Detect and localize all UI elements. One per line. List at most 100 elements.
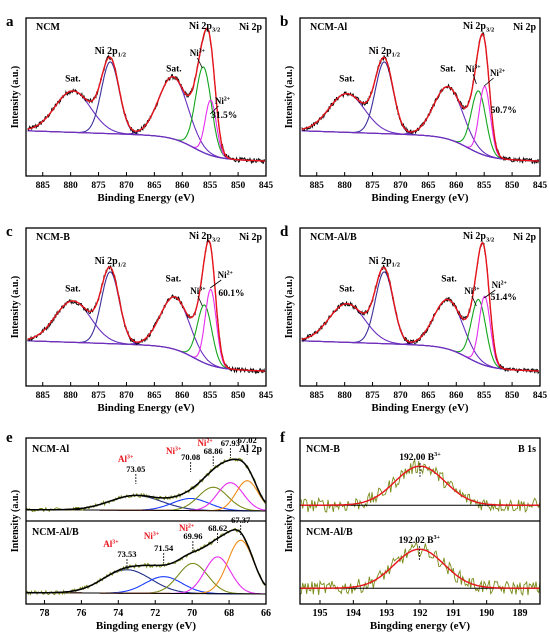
peak-position-label: 71.54	[154, 543, 174, 553]
x-tick-label: 70	[187, 608, 197, 619]
annotation-arrow	[209, 279, 222, 289]
x-tick-label: 850	[505, 181, 520, 191]
x-tick-label: 195	[313, 608, 328, 619]
x-tick-label: 860	[175, 391, 190, 401]
panel-c: 885 880 875 870 865 860 855 850 845 Binding Energ…	[6, 224, 273, 414]
panel-letter: e	[6, 430, 13, 446]
x-tick-label: 189	[513, 608, 528, 619]
x-tick-label: 78	[39, 608, 49, 619]
x-tick-label: 865	[421, 391, 436, 401]
label-sat: Sat.	[166, 275, 182, 285]
x-tick-label: 194	[346, 608, 361, 619]
label-ni2p32: Ni 2p3/2	[189, 231, 220, 244]
x-tick-label: 68	[224, 608, 234, 619]
background-curve	[27, 130, 265, 162]
y-axis-label: Intensity (a.u.)	[10, 66, 21, 129]
background-curve	[26, 592, 266, 595]
label-sat: Sat.	[65, 284, 81, 294]
component-peak	[27, 99, 265, 162]
x-tick-label: 875	[91, 181, 106, 191]
x-tick-label: 870	[393, 181, 408, 191]
x-tick-label: 845	[533, 181, 548, 191]
x-tick-label: 885	[36, 391, 51, 401]
x-tick-label: 870	[119, 181, 134, 191]
annotation-arrow	[472, 73, 477, 85]
panel-letter: c	[6, 224, 13, 240]
background-curve	[301, 130, 539, 162]
peak-position-label: 67.02	[238, 435, 257, 445]
panel-d: 885 880 875 870 865 860 855 850 845 Binding Energ…	[280, 224, 547, 414]
label-ni2p12: Ni 2p1/2	[369, 256, 400, 269]
peak-position-label: 68.86	[204, 446, 223, 456]
x-tick-label: 885	[310, 391, 325, 401]
sample-name: NCM-Al	[32, 444, 69, 455]
panel-letter: d	[280, 224, 289, 240]
sample-name: NCM-B	[36, 232, 70, 243]
label-sat: Sat.	[166, 65, 182, 75]
label-ni2p32: Ni 2p3/2	[189, 21, 220, 34]
y-axis-label: Intensity (a.u.)	[284, 276, 295, 339]
label-ni2p12: Ni 2p1/2	[95, 256, 126, 269]
ni2-percentage: 60.1%	[218, 289, 244, 299]
panel-letter: f	[280, 430, 286, 446]
annotation-arrow	[209, 105, 219, 115]
x-tick-label: 885	[36, 181, 51, 191]
fitted-envelope	[300, 548, 540, 589]
plot-frame	[25, 437, 267, 605]
species-label: Al3+	[103, 539, 119, 549]
x-tick-label: 885	[310, 181, 325, 191]
x-tick-label: 865	[147, 391, 162, 401]
x-tick-label: 845	[259, 391, 274, 401]
sample-name: NCM	[36, 22, 60, 33]
species-label: Ni3+	[144, 531, 160, 541]
x-tick-label: 850	[231, 181, 246, 191]
annotation-arrow	[483, 77, 494, 87]
x-axis-label: Binding Energy (eV)	[97, 402, 195, 414]
component-peak	[301, 85, 539, 162]
label-sat: Sat.	[440, 65, 456, 75]
x-tick-label: 855	[203, 391, 218, 401]
component-peak	[26, 562, 266, 595]
plot-frame	[299, 17, 541, 177]
sample-name: NCM-Al/B	[32, 527, 79, 538]
label-ni2: Ni2+	[218, 270, 234, 280]
x-tick-label: 855	[477, 391, 492, 401]
x-tick-label: 875	[365, 391, 380, 401]
component-peak	[27, 300, 265, 372]
label-ni3: Ni3+	[190, 48, 206, 58]
fitted-envelope	[301, 32, 539, 162]
panel-letter: a	[6, 14, 14, 30]
x-tick-label: 860	[175, 181, 190, 191]
x-tick-label: 66	[261, 608, 271, 619]
plot-frame	[299, 227, 541, 387]
ni2-percentage: 51.4%	[491, 293, 517, 303]
peak-position-label: 70.08	[181, 452, 200, 462]
plot-frame	[25, 227, 267, 387]
x-tick-label: 865	[147, 181, 162, 191]
label-ni2: Ni2+	[215, 96, 231, 106]
x-tick-label: 870	[393, 391, 408, 401]
peak-position-label: 67.37	[231, 515, 251, 525]
raw-spectrum	[299, 541, 541, 596]
element-label: Ni 2p	[239, 22, 263, 33]
x-tick-label: 191	[446, 608, 461, 619]
x-tick-label: 875	[91, 391, 106, 401]
x-axis-label: Binding Energy (eV)	[97, 192, 195, 204]
x-tick-label: 880	[64, 391, 79, 401]
fitted-envelope	[27, 27, 265, 162]
label-ni3: Ni3+	[465, 64, 481, 74]
label-ni2p32: Ni 2p3/2	[463, 21, 494, 34]
peak-position-label: 192.02 B3+	[399, 535, 441, 546]
x-tick-label: 74	[113, 608, 123, 619]
label-ni3: Ni3+	[190, 286, 206, 296]
component-peak	[27, 271, 265, 372]
label-ni2p32: Ni 2p3/2	[463, 231, 494, 244]
x-axis-label: Binding Energy (eV)	[371, 192, 469, 204]
x-tick-label: 855	[477, 181, 492, 191]
x-tick-label: 192	[413, 608, 428, 619]
x-tick-label: 76	[76, 608, 86, 619]
element-label: Ni 2p	[239, 232, 263, 243]
label-ni2p12: Ni 2p1/2	[369, 46, 400, 59]
